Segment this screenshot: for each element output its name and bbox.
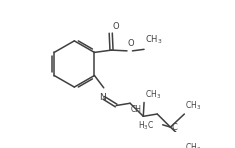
Text: CH$_3$: CH$_3$ [145,88,161,101]
Text: CH$_3$: CH$_3$ [145,34,162,46]
Text: CH$_3$: CH$_3$ [185,100,201,112]
Text: O: O [128,39,134,48]
Text: N: N [100,93,106,102]
Text: CH$_3$: CH$_3$ [185,142,201,148]
Text: C: C [171,123,177,132]
Text: H$_3$C: H$_3$C [138,119,154,132]
Text: O: O [112,22,119,31]
Text: CH: CH [131,105,142,114]
